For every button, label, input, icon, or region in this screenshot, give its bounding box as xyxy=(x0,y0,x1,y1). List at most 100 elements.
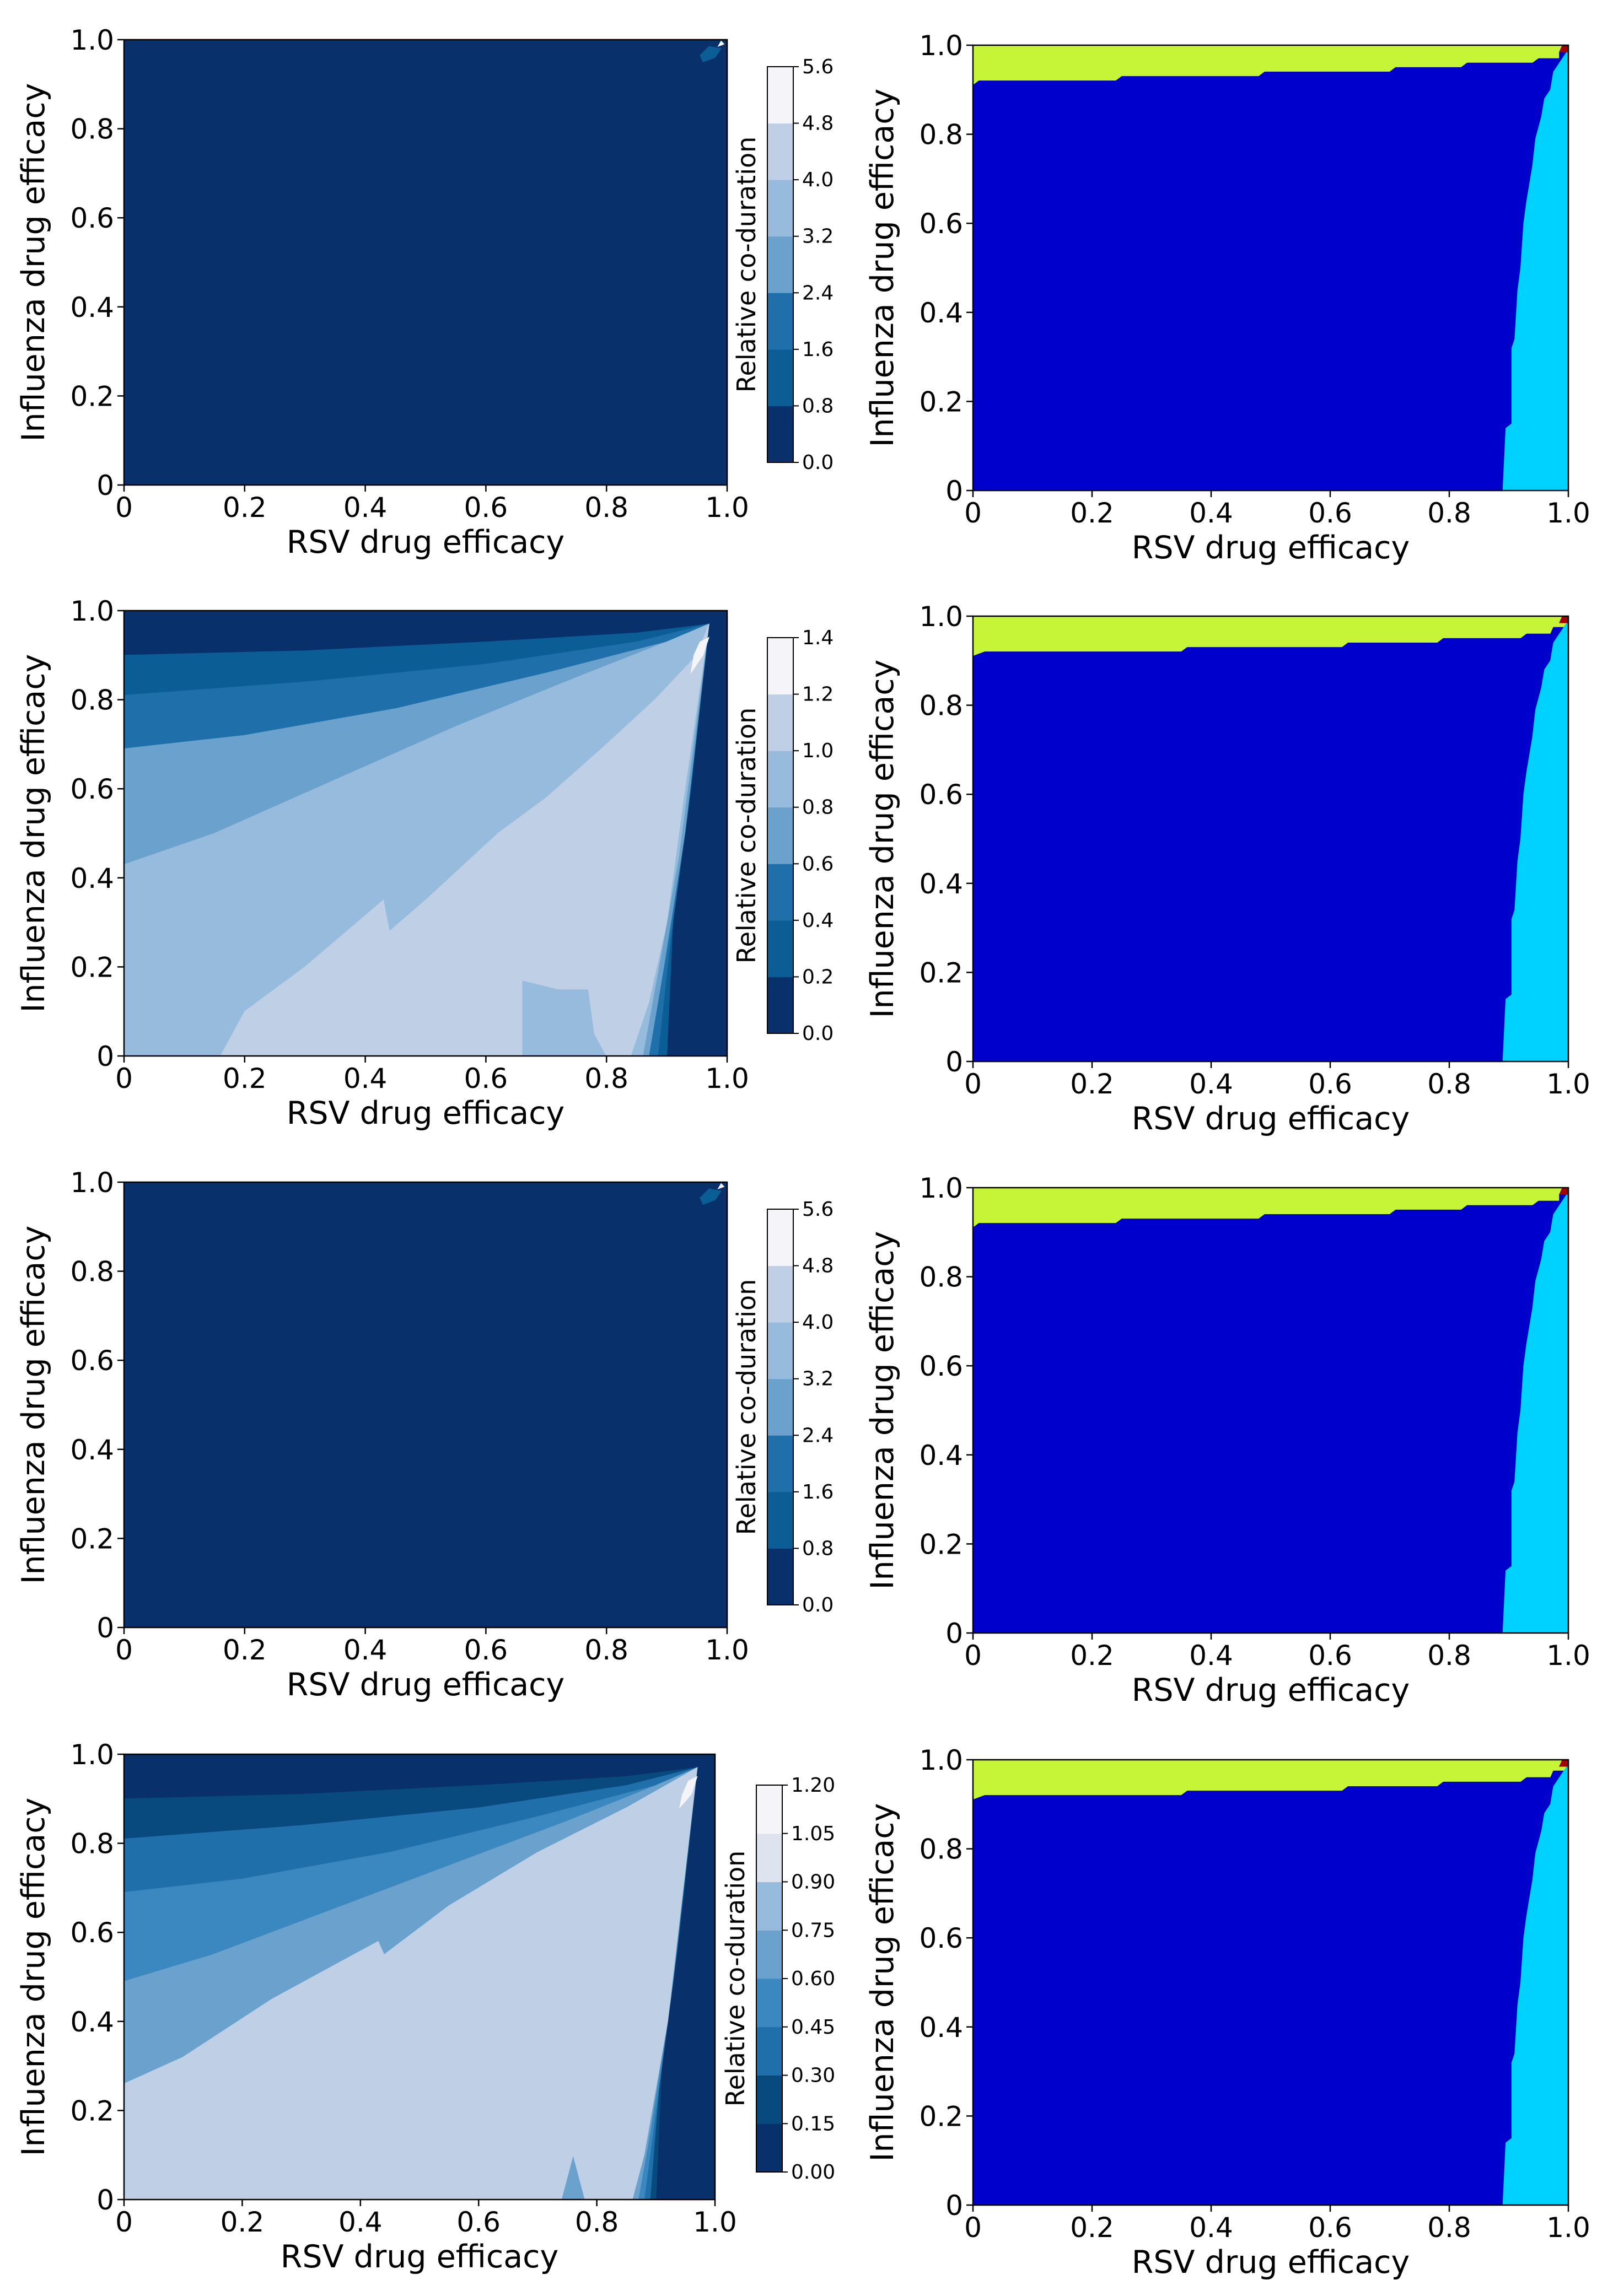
colorbar-tick-label: 0.0 xyxy=(802,451,834,474)
plot-area xyxy=(124,40,727,485)
contour-region-0 xyxy=(973,627,1568,1061)
y-tick-label: 1.0 xyxy=(919,30,963,62)
colorbar-tick-label: 3.2 xyxy=(802,225,834,248)
colorbar-label: Relative co-duration xyxy=(721,1851,750,2107)
colorbar-tick-label: 1.0 xyxy=(802,740,834,762)
x-axis-label: RSV drug efficacy xyxy=(1132,530,1410,566)
x-tick-label: 1.0 xyxy=(1546,2212,1590,2244)
contour-region-0 xyxy=(973,1194,1568,1633)
colorbar-tick-label: 0.90 xyxy=(791,1871,835,1894)
plot-area xyxy=(124,1182,727,1627)
y-tick-label: 1.0 xyxy=(919,1172,963,1204)
axes-frame xyxy=(972,1187,1569,1634)
plot-area xyxy=(124,1754,715,2200)
x-tick-label: 1.0 xyxy=(705,1063,749,1095)
colorbar-frame xyxy=(767,637,794,1034)
panel-row1-left: 0 0.2 0.4 0.6 0.8 1.0 0 0.2 0.4 0.6 0.8 1.0 RSV drug… xyxy=(15,24,834,560)
y-tick-label: 0.4 xyxy=(919,297,963,329)
contour-region-5 xyxy=(679,1776,698,1809)
y-tick-label: 0.8 xyxy=(70,685,114,716)
y-tick-label: 0 xyxy=(945,1046,963,1078)
y-tick-label: 1.0 xyxy=(70,1739,114,1771)
x-tick-label: 0.4 xyxy=(1189,1068,1233,1100)
x-axis-label: RSV drug efficacy xyxy=(1132,1672,1410,1708)
y-axis-label: Influenza drug efficacy xyxy=(15,1226,52,1584)
x-tick-label: 0.8 xyxy=(1427,2212,1471,2244)
colorbar-tick-label: 1.4 xyxy=(802,627,834,649)
y-tick-label: 0.4 xyxy=(70,863,114,894)
plot-area xyxy=(973,45,1568,491)
y-tick-label: 0 xyxy=(96,1612,114,1644)
colorbar-segment xyxy=(767,638,793,695)
colorbar-tick-label: 0.00 xyxy=(791,2161,835,2184)
y-tick-label: 0.8 xyxy=(70,1828,114,1860)
contour-region-1 xyxy=(700,1188,722,1205)
x-tick-label: 0.8 xyxy=(584,1063,628,1095)
colorbar-tick-label: 1.6 xyxy=(802,338,834,361)
x-axis-label: RSV drug efficacy xyxy=(1132,1101,1410,1137)
colorbar-segment xyxy=(767,751,793,808)
colorbar-segment xyxy=(756,1930,782,1979)
colorbar-tick-label: 0.8 xyxy=(802,1537,834,1560)
x-tick-label: 0.2 xyxy=(1070,1068,1114,1100)
x-axis-label: RSV drug efficacy xyxy=(1132,2244,1410,2281)
y-tick-label: 1.0 xyxy=(919,1744,963,1776)
colorbar-segment xyxy=(756,2026,782,2076)
x-tick-label: 0.6 xyxy=(464,1063,508,1095)
x-tick-label: 0.2 xyxy=(1070,497,1114,529)
x-tick-label: 0 xyxy=(115,2206,133,2238)
y-tick-label: 1.0 xyxy=(70,1167,114,1199)
contour-region-0 xyxy=(124,1182,727,1627)
colorbar-segment xyxy=(756,1882,782,1931)
x-tick-label: 0.2 xyxy=(223,1634,267,1666)
y-tick-label: 0.2 xyxy=(919,2100,963,2132)
colorbar-segment xyxy=(767,1491,793,1549)
plot-area xyxy=(124,611,727,1056)
colorbar-segment xyxy=(767,180,793,237)
y-tick-label: 0.4 xyxy=(70,1434,114,1466)
x-axis-label: RSV drug efficacy xyxy=(287,524,564,560)
y-axis-label: Influenza drug efficacy xyxy=(15,1798,52,2157)
colorbar-segment xyxy=(767,1378,793,1436)
colorbar-label: Relative co-duration xyxy=(732,137,761,393)
colorbar-segment xyxy=(767,1435,793,1492)
colorbar-segment xyxy=(767,1209,793,1266)
y-tick-label: 0.8 xyxy=(919,690,963,722)
y-tick-label: 0 xyxy=(96,470,114,502)
x-tick-label: 0.4 xyxy=(1189,2212,1233,2244)
contour-region-2 xyxy=(717,40,725,47)
y-tick-label: 0.6 xyxy=(70,1917,114,1949)
colorbar-tick-label: 5.6 xyxy=(802,56,834,78)
y-tick-label: 0.8 xyxy=(919,1262,963,1293)
colorbar-segment xyxy=(756,2075,782,2124)
y-tick-label: 1.0 xyxy=(70,595,114,627)
x-tick-label: 0.8 xyxy=(584,1634,628,1666)
colorbar-tick-label: 0.0 xyxy=(802,1022,834,1045)
y-axis-label: Influenza drug efficacy xyxy=(864,1231,901,1590)
colorbar-segment xyxy=(767,236,793,293)
y-tick-label: 0.8 xyxy=(919,1834,963,1866)
panel-row2-right: 0 0.2 0.4 0.6 0.8 1.0 0 0.2 0.4 0.6 0.8 1.0 RSV drug… xyxy=(864,601,1590,1137)
x-tick-label: 0 xyxy=(964,1640,982,1672)
colorbar-tick-label: 0.8 xyxy=(802,395,834,417)
colorbar-segment xyxy=(767,406,793,463)
contour-region-5 xyxy=(690,637,710,673)
x-tick-label: 0.4 xyxy=(343,1634,388,1666)
x-tick-label: 0.4 xyxy=(338,2206,383,2238)
contour-region-2 xyxy=(1559,616,1568,623)
contour-region-1 xyxy=(1502,1192,1568,1633)
y-tick-label: 0.4 xyxy=(919,868,963,900)
colorbar-frame xyxy=(767,1209,794,1605)
contour-region-1 xyxy=(700,46,722,63)
y-tick-label: 0.8 xyxy=(70,1256,114,1288)
x-tick-label: 0.6 xyxy=(1308,1068,1352,1100)
colorbar-tick-label: 0.2 xyxy=(802,966,834,988)
y-tick-label: 0.2 xyxy=(919,386,963,418)
colorbar-tick-label: 0.4 xyxy=(802,909,834,932)
x-tick-label: 0.2 xyxy=(1070,2212,1114,2244)
colorbar-tick-label: 0.75 xyxy=(791,1919,835,1942)
x-tick-label: 0.8 xyxy=(575,2206,619,2238)
y-tick-label: 0.4 xyxy=(70,2006,114,2038)
x-tick-label: 0.8 xyxy=(584,492,628,524)
axes-frame xyxy=(123,610,728,1057)
